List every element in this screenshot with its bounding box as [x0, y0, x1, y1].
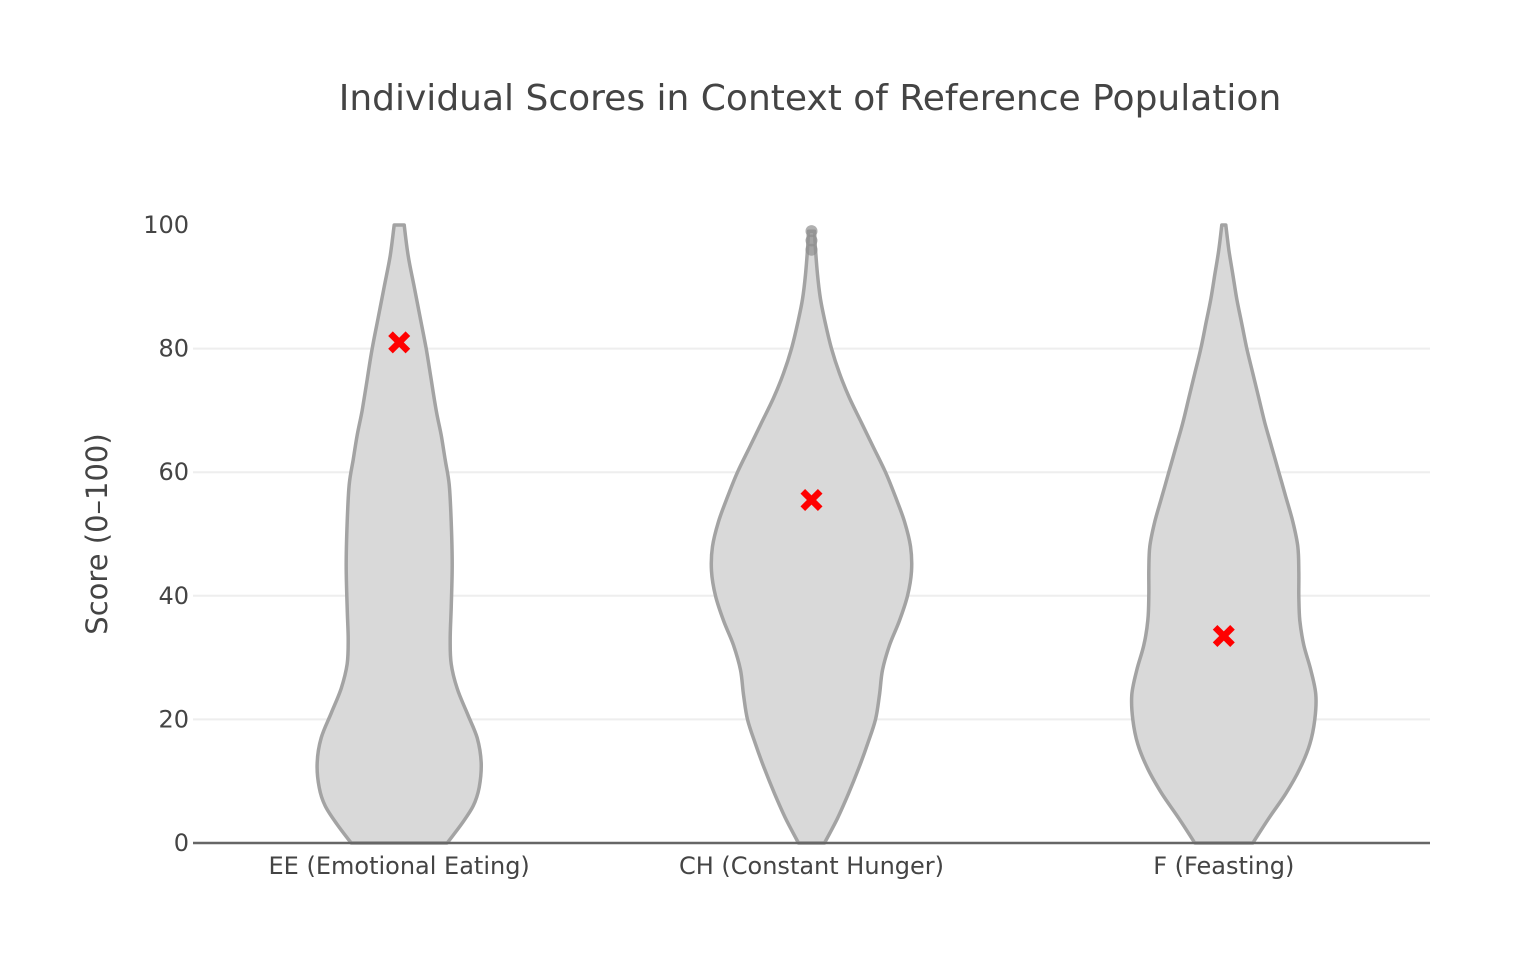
- outlier-point: [805, 243, 818, 256]
- outlier-point: [805, 234, 818, 247]
- individual-score-marker: [800, 489, 823, 511]
- y-tick-label: 0: [174, 829, 189, 857]
- outlier-point: [805, 225, 818, 238]
- y-tick-label: 100: [143, 211, 189, 239]
- y-tick-label: 20: [158, 705, 189, 733]
- x-tick-label: F (Feasting): [1153, 852, 1294, 880]
- individual-markers: [388, 331, 1235, 647]
- violin-2: [709, 229, 914, 845]
- violin-3: [1129, 223, 1318, 845]
- y-tick-label: 60: [158, 458, 189, 486]
- violin-1: [315, 223, 484, 845]
- individual-score-marker: [388, 331, 411, 354]
- y-axis-label: Score (0–100): [80, 433, 114, 634]
- y-tick-label: 40: [158, 582, 189, 610]
- y-tick-label: 80: [158, 335, 189, 363]
- chart-title: Individual Scores in Context of Referenc…: [339, 78, 1282, 119]
- violins: [315, 223, 1318, 845]
- x-tick-label: CH (Constant Hunger): [679, 852, 944, 880]
- individual-score-marker: [1212, 625, 1235, 647]
- x-tick-label: EE (Emotional Eating): [269, 852, 530, 880]
- axes: 0 20 40 60 80 100 EE (Emotional Eating) CH (Con…: [143, 211, 1430, 880]
